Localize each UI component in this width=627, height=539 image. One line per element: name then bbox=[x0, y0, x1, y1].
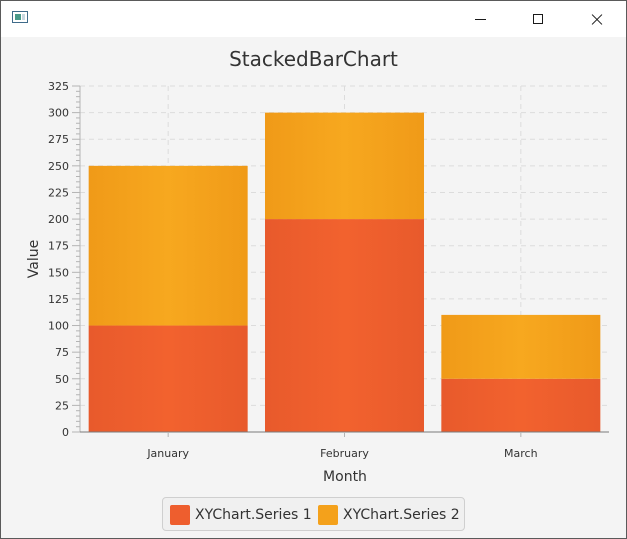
maximize-icon bbox=[533, 14, 543, 24]
y-tick-label: 325 bbox=[48, 80, 69, 93]
bar-series-1-march bbox=[441, 378, 601, 432]
x-axis-label: Month bbox=[323, 469, 367, 485]
bar-series-2-march bbox=[441, 314, 601, 379]
legend-label-series-1: XYChart.Series 1 bbox=[195, 507, 312, 523]
y-tick-label: 225 bbox=[48, 186, 69, 199]
y-tick-label: 50 bbox=[55, 373, 69, 386]
legend-item-series-1: XYChart.Series 1 bbox=[170, 505, 312, 525]
x-tick-label-january: January bbox=[146, 447, 189, 460]
y-tick-label: 275 bbox=[48, 133, 69, 146]
minimize-icon bbox=[474, 18, 486, 20]
y-tick-label: 200 bbox=[48, 213, 69, 226]
axes: 0 25 50 75 100 125 150 175 200 225 250 275 300 325 Jan… bbox=[48, 80, 609, 460]
y-tick-label: 25 bbox=[55, 399, 69, 412]
bar-series-1-january bbox=[88, 325, 248, 432]
title-bar[interactable] bbox=[1, 1, 626, 37]
stacked-bar-chart: 0 25 50 75 100 125 150 175 200 225 250 275 300 325 Jan… bbox=[26, 80, 609, 485]
app-window-icon bbox=[12, 11, 28, 23]
y-tick-label: 300 bbox=[48, 107, 69, 120]
legend-label-series-2: XYChart.Series 2 bbox=[343, 507, 460, 523]
y-tick-label: 0 bbox=[62, 426, 69, 439]
maximize-button[interactable] bbox=[515, 1, 561, 37]
y-tick-label: 125 bbox=[48, 293, 69, 306]
legend: XYChart.Series 1 XYChart.Series 2 bbox=[162, 497, 465, 531]
y-tick-label: 150 bbox=[48, 266, 69, 279]
bar-series-2-january bbox=[88, 165, 248, 326]
legend-item-series-2: XYChart.Series 2 bbox=[318, 505, 460, 525]
legend-swatch-series-1 bbox=[170, 505, 190, 525]
y-tick-label: 175 bbox=[48, 240, 69, 253]
y-axis-label: Value bbox=[26, 240, 42, 278]
bars bbox=[88, 112, 601, 432]
legend-swatch-series-2 bbox=[318, 505, 338, 525]
y-tick-label: 75 bbox=[55, 346, 69, 359]
y-tick-label: 250 bbox=[48, 160, 69, 173]
chart-title: StackedBarChart bbox=[229, 47, 398, 71]
x-tick-label-march: March bbox=[504, 447, 538, 460]
minimize-button[interactable] bbox=[457, 1, 503, 37]
x-tick-label-february: February bbox=[320, 447, 369, 460]
bar-series-2-february bbox=[265, 112, 424, 220]
y-tick-label: 100 bbox=[48, 320, 69, 333]
bar-series-1-february bbox=[265, 219, 424, 432]
